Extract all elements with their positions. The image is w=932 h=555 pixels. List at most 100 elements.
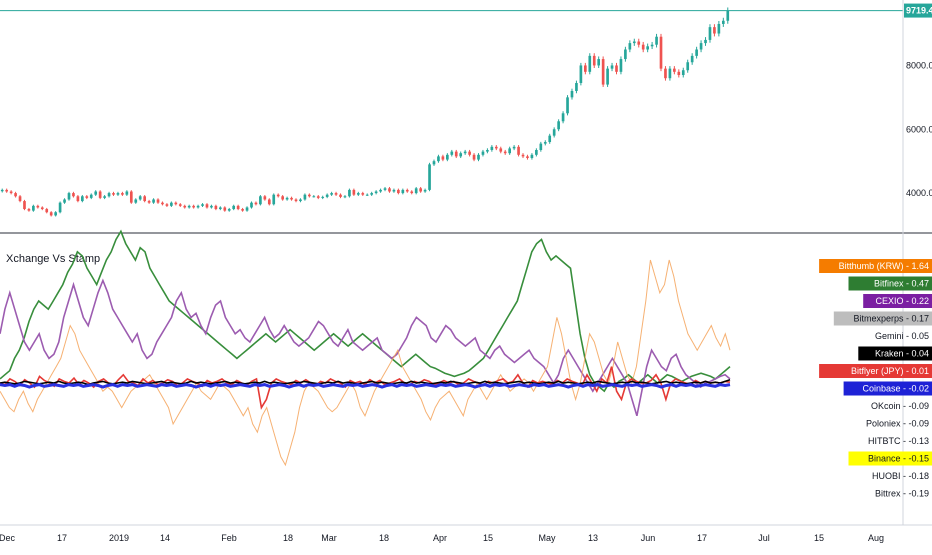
candle-body[interactable]	[126, 191, 129, 194]
candle-body[interactable]	[664, 69, 667, 79]
candle-body[interactable]	[268, 199, 271, 204]
candle-body[interactable]	[152, 199, 155, 202]
candle-body[interactable]	[250, 203, 253, 208]
candle-body[interactable]	[166, 204, 169, 206]
candle-body[interactable]	[259, 196, 262, 204]
candle-body[interactable]	[28, 209, 31, 211]
candle-body[interactable]	[393, 190, 396, 192]
candle-body[interactable]	[210, 206, 213, 208]
candle-body[interactable]	[81, 196, 84, 201]
candle-body[interactable]	[691, 56, 694, 62]
candle-body[interactable]	[290, 198, 293, 200]
candle-body[interactable]	[611, 65, 614, 68]
series-line[interactable]	[0, 385, 730, 388]
candle-body[interactable]	[620, 59, 623, 72]
candle-body[interactable]	[148, 201, 151, 203]
indicator-pane[interactable]: Xchange Vs Stamp Bitthumb (KRW) - 1.64Bi…	[0, 231, 932, 498]
candle-body[interactable]	[134, 199, 137, 202]
candle-body[interactable]	[548, 136, 551, 142]
candle-body[interactable]	[508, 148, 511, 153]
candle-body[interactable]	[295, 199, 298, 201]
candle-body[interactable]	[602, 59, 605, 85]
candle-body[interactable]	[308, 195, 311, 197]
candle-body[interactable]	[201, 204, 204, 206]
candle-body[interactable]	[669, 69, 672, 79]
candle-body[interactable]	[223, 207, 226, 210]
candle-body[interactable]	[299, 199, 302, 201]
candle-body[interactable]	[19, 196, 22, 201]
candle-body[interactable]	[499, 148, 502, 151]
candle-body[interactable]	[588, 56, 591, 72]
candle-body[interactable]	[237, 206, 240, 209]
candle-body[interactable]	[179, 204, 182, 206]
series-line[interactable]	[0, 260, 730, 465]
candle-body[interactable]	[402, 190, 405, 193]
candle-body[interactable]	[10, 191, 13, 193]
candle-body[interactable]	[446, 155, 449, 160]
candle-body[interactable]	[108, 193, 111, 196]
candle-body[interactable]	[37, 206, 40, 208]
candle-body[interactable]	[45, 209, 48, 212]
candle-body[interactable]	[718, 24, 721, 34]
candle-body[interactable]	[419, 188, 422, 191]
candle-body[interactable]	[103, 196, 106, 198]
candle-body[interactable]	[63, 199, 66, 202]
candle-body[interactable]	[112, 193, 115, 195]
candle-body[interactable]	[642, 45, 645, 50]
candle-body[interactable]	[686, 62, 689, 70]
candle-body[interactable]	[406, 190, 409, 192]
candle-body[interactable]	[722, 21, 725, 24]
candle-body[interactable]	[704, 40, 707, 43]
candle-body[interactable]	[14, 193, 17, 196]
candle-body[interactable]	[379, 190, 382, 192]
candle-body[interactable]	[32, 206, 35, 211]
candle-body[interactable]	[455, 152, 458, 157]
candle-body[interactable]	[219, 207, 222, 209]
candle-body[interactable]	[410, 191, 413, 193]
candle-body[interactable]	[130, 191, 133, 202]
candle-body[interactable]	[215, 206, 218, 209]
candle-body[interactable]	[415, 188, 418, 193]
candle-body[interactable]	[170, 203, 173, 206]
candle-body[interactable]	[50, 212, 53, 215]
candle-body[interactable]	[304, 195, 307, 200]
candle-body[interactable]	[504, 152, 507, 154]
candle-body[interactable]	[286, 198, 289, 200]
candle-body[interactable]	[326, 195, 329, 197]
candle-body[interactable]	[531, 155, 534, 158]
candle-body[interactable]	[606, 69, 609, 85]
candle-body[interactable]	[468, 152, 471, 155]
candle-body[interactable]	[370, 193, 373, 195]
candle-body[interactable]	[143, 196, 146, 201]
candle-body[interactable]	[637, 42, 640, 45]
candle-body[interactable]	[121, 193, 124, 195]
candle-body[interactable]	[566, 97, 569, 113]
candle-body[interactable]	[709, 27, 712, 40]
candle-body[interactable]	[241, 209, 244, 211]
candle-body[interactable]	[117, 193, 120, 195]
candle-body[interactable]	[361, 193, 364, 195]
candle-body[interactable]	[513, 147, 516, 149]
candle-body[interactable]	[277, 195, 280, 197]
candle-body[interactable]	[72, 193, 75, 196]
series-line[interactable]	[0, 231, 730, 391]
candle-body[interactable]	[655, 37, 658, 45]
candle-body[interactable]	[335, 193, 338, 195]
candle-body[interactable]	[713, 27, 716, 33]
candle-body[interactable]	[677, 72, 680, 75]
candle-body[interactable]	[85, 196, 88, 198]
candle-body[interactable]	[68, 193, 71, 199]
candle-body[interactable]	[575, 83, 578, 91]
candle-body[interactable]	[562, 113, 565, 121]
candle-body[interactable]	[94, 191, 97, 194]
candle-body[interactable]	[317, 196, 320, 198]
candle-body[interactable]	[1, 190, 4, 191]
candle-body[interactable]	[646, 46, 649, 49]
candle-body[interactable]	[183, 206, 186, 208]
candle-body[interactable]	[682, 70, 685, 75]
candle-body[interactable]	[188, 206, 191, 208]
candle-body[interactable]	[571, 91, 574, 97]
candle-body[interactable]	[539, 144, 542, 150]
